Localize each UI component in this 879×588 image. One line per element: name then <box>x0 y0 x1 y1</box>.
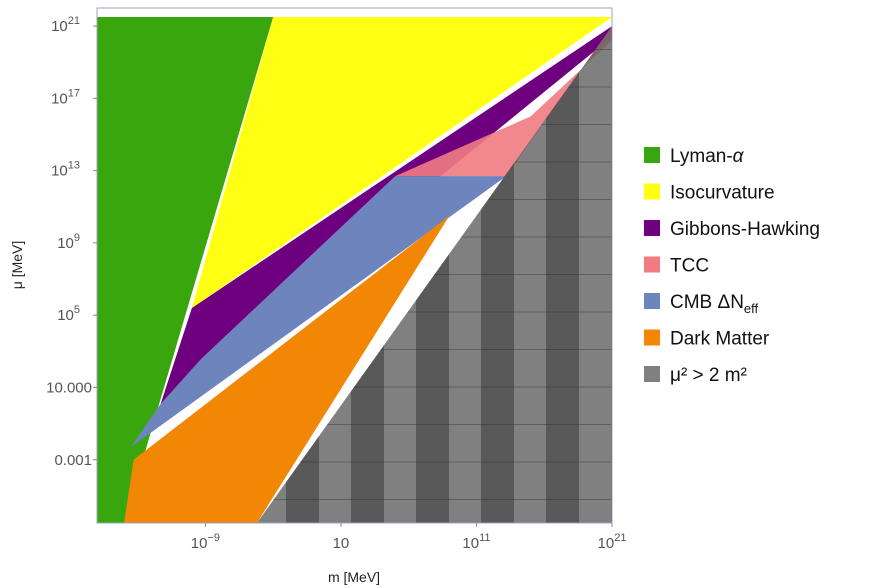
region-5 <box>124 215 450 523</box>
plot-frame <box>96 7 613 524</box>
legend-label: Lyman-α <box>670 146 745 167</box>
legend-swatch <box>644 256 660 273</box>
region-1 <box>191 17 612 308</box>
x-tick-label: 10 <box>333 535 350 552</box>
x-tick-label: 10−9 <box>191 532 220 552</box>
legend-swatch <box>644 329 660 346</box>
legend-label: μ² > 2 m² <box>670 365 747 386</box>
legend-swatch <box>644 293 660 309</box>
stripe-dark <box>806 8 839 523</box>
region-6 <box>256 26 612 523</box>
y-tick-label: 0.001 <box>54 452 92 469</box>
legend-label: Gibbons-Hawking <box>670 219 820 240</box>
legend-swatch <box>644 220 660 236</box>
stripe-dark <box>741 8 774 523</box>
y-axis: 0.001 10.000 105 109 1013 1017 1021 <box>46 15 97 469</box>
region-0 <box>97 17 274 523</box>
region-3 <box>395 26 612 177</box>
stripe-dark <box>611 26 612 523</box>
legend: Lyman-α Isocurvature Gibbons-Hawking TCC CMB… <box>644 146 820 386</box>
region-layer <box>97 17 612 523</box>
x-tick-label: 1011 <box>462 532 490 552</box>
legend-swatch <box>644 147 660 163</box>
y-tick-label: 1013 <box>51 160 80 180</box>
legend-label: CMB ΔNeff <box>670 292 759 316</box>
y-tick-label: 1017 <box>51 87 80 107</box>
legend-label: TCC <box>670 256 709 277</box>
x-tick-label: 1021 <box>598 532 627 552</box>
legend-swatch <box>644 366 660 382</box>
y-tick-label: 1021 <box>51 15 80 35</box>
legend-swatch <box>644 183 660 200</box>
x-axis: 10−9 10 1011 1021 <box>191 523 627 552</box>
y-tick-label: 10.000 <box>46 379 92 396</box>
y-tick-label: 109 <box>57 232 80 252</box>
legend-label: Dark Matter <box>670 329 770 350</box>
legend-label: Isocurvature <box>670 183 775 204</box>
x-axis-label: m [MeV] <box>328 569 380 585</box>
y-tick-label: 105 <box>57 304 80 324</box>
y-axis-label: μ [MeV] <box>9 241 25 290</box>
region-4 <box>130 176 507 448</box>
